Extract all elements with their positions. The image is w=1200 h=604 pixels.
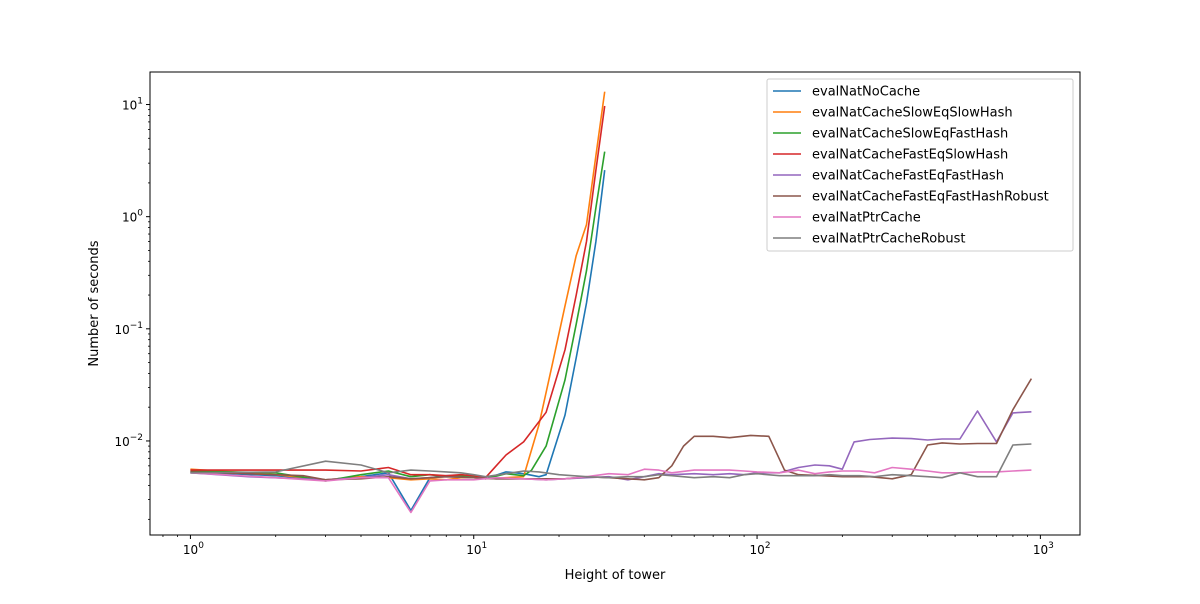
x-tick-label: 100 bbox=[183, 541, 204, 557]
legend-label: evalNatCacheSlowEqFastHash bbox=[812, 127, 1008, 142]
x-tick-label-exponent: 3 bbox=[1048, 541, 1054, 551]
y-tick-label-exponent: 0 bbox=[137, 209, 143, 219]
series-layer bbox=[190, 91, 1033, 514]
y-axis-label: Number of seconds bbox=[87, 240, 102, 366]
legend-label: evalNatPtrCache bbox=[812, 211, 921, 226]
x-axis-label: Height of tower bbox=[565, 568, 666, 583]
y-tick-label: 100 bbox=[122, 209, 143, 225]
series-line-evalNatCacheFastEqSlowHash bbox=[190, 105, 606, 479]
series-line-evalNatPtrCache bbox=[190, 466, 1032, 514]
y-tick-label-base: 10 bbox=[122, 211, 137, 225]
y-tick-label-exponent: 1 bbox=[137, 97, 143, 107]
y-tick-label-exponent: −2 bbox=[130, 433, 143, 443]
y-tick-label-exponent: −1 bbox=[130, 321, 143, 331]
x-tick-label-base: 10 bbox=[750, 543, 765, 557]
x-tick-label: 103 bbox=[1033, 541, 1054, 557]
y-tick-label: 10−1 bbox=[114, 321, 143, 337]
legend-label: evalNatCacheFastEqFastHash bbox=[812, 169, 1004, 184]
legend-label: evalNatCacheFastEqSlowHash bbox=[812, 148, 1008, 163]
series-line-evalNatCacheFastEqFastHashRobust bbox=[190, 378, 1033, 481]
y-tick-label-base: 10 bbox=[114, 435, 129, 449]
legend-label: evalNatCacheSlowEqSlowHash bbox=[812, 106, 1013, 121]
x-tick-label-base: 10 bbox=[1033, 543, 1048, 557]
x-tick-label-exponent: 0 bbox=[198, 541, 204, 551]
series-line-evalNatPtrCacheRobust bbox=[190, 443, 1032, 479]
legend-frame bbox=[766, 78, 1074, 252]
x-tick-label-exponent: 1 bbox=[482, 541, 488, 551]
y-tick-label: 101 bbox=[122, 97, 143, 113]
legend-label: evalNatNoCache bbox=[812, 85, 920, 100]
legend: evalNatNoCache evalNatCacheSlowEqSlowHash… bbox=[766, 78, 1074, 252]
legend-label: evalNatCacheFastEqFastHashRobust bbox=[812, 190, 1049, 205]
plot-frame bbox=[149, 71, 1081, 536]
x-tick-label-base: 10 bbox=[183, 543, 198, 557]
y-tick-label-base: 10 bbox=[122, 99, 137, 113]
y-tick-label-base: 10 bbox=[114, 323, 129, 337]
x-tick-label: 101 bbox=[466, 541, 487, 557]
x-tick-label: 102 bbox=[750, 541, 771, 557]
y-tick-label: 10−2 bbox=[114, 433, 143, 449]
legend-label: evalNatPtrCacheRobust bbox=[812, 232, 966, 247]
x-tick-label-base: 10 bbox=[466, 543, 481, 557]
x-tick-label-exponent: 2 bbox=[765, 541, 771, 551]
